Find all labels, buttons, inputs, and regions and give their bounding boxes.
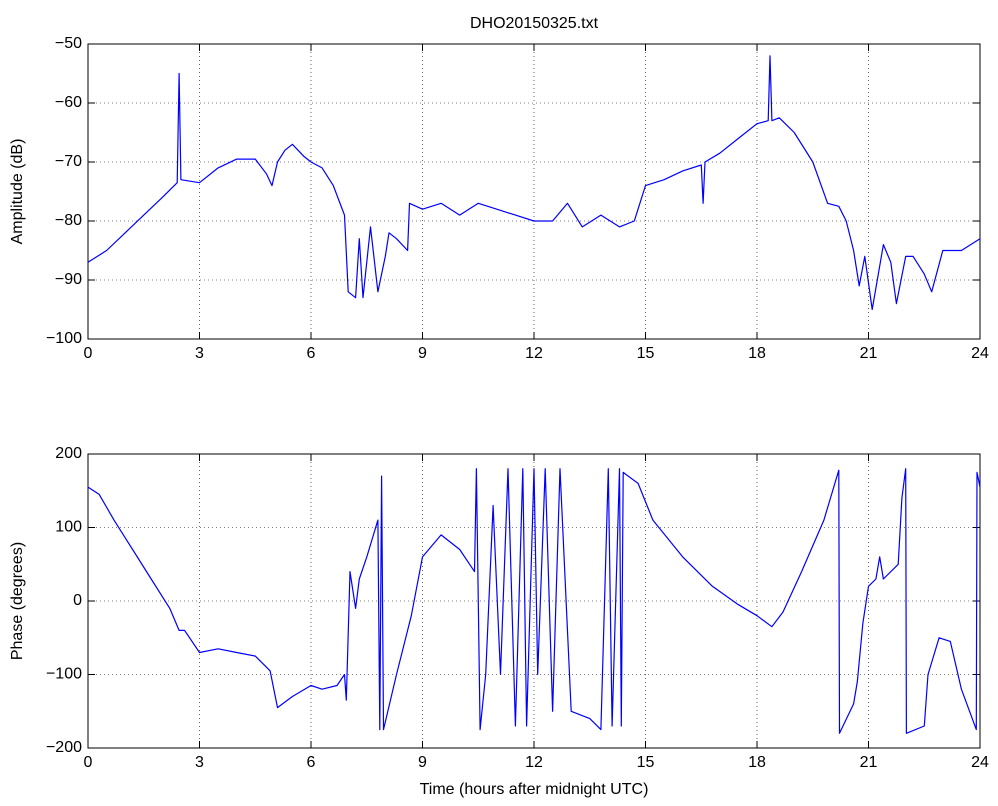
x-tick-label: 6 [307, 345, 316, 362]
line-series [87, 468, 981, 734]
y-tick-label: 200 [55, 445, 82, 462]
x-tick-label: 15 [637, 754, 655, 771]
y-tick-label: 100 [55, 519, 82, 536]
y-tick-label: −200 [46, 739, 82, 756]
x-tick-label: 3 [195, 345, 204, 362]
x-tick-label: 0 [84, 754, 93, 771]
y-axis-label: Amplitude (dB) [9, 139, 26, 245]
chart-title: DHO20150325.txt [470, 15, 599, 32]
x-tick-label: 3 [195, 754, 204, 771]
y-tick-label: 0 [73, 592, 82, 609]
axes-box [87, 43, 981, 340]
x-tick-label: 24 [971, 345, 989, 362]
y-tick-label: −100 [46, 330, 82, 347]
x-tick-label: 15 [637, 345, 655, 362]
x-tick-label: 18 [748, 345, 766, 362]
x-tick-label: 21 [860, 345, 878, 362]
line-series [87, 55, 981, 311]
x-tick-label: 24 [971, 754, 989, 771]
x-tick-label: 18 [748, 754, 766, 771]
y-tick-label: −70 [55, 153, 82, 170]
y-tick-label: −50 [55, 35, 82, 52]
x-tick-label: 0 [84, 345, 93, 362]
y-axis-label: Phase (degrees) [9, 542, 26, 660]
y-tick-label: −80 [55, 212, 82, 229]
x-tick-label: 21 [860, 754, 878, 771]
x-axis-label: Time (hours after midnight UTC) [420, 781, 649, 798]
y-tick-label: −100 [46, 666, 82, 683]
x-tick-label: 12 [525, 754, 543, 771]
x-tick-label: 6 [307, 754, 316, 771]
axes-box [87, 453, 981, 749]
x-tick-label: 12 [525, 345, 543, 362]
x-tick-label: 9 [418, 754, 427, 771]
y-tick-label: −60 [55, 94, 82, 111]
x-tick-label: 9 [418, 345, 427, 362]
y-tick-label: −90 [55, 271, 82, 288]
